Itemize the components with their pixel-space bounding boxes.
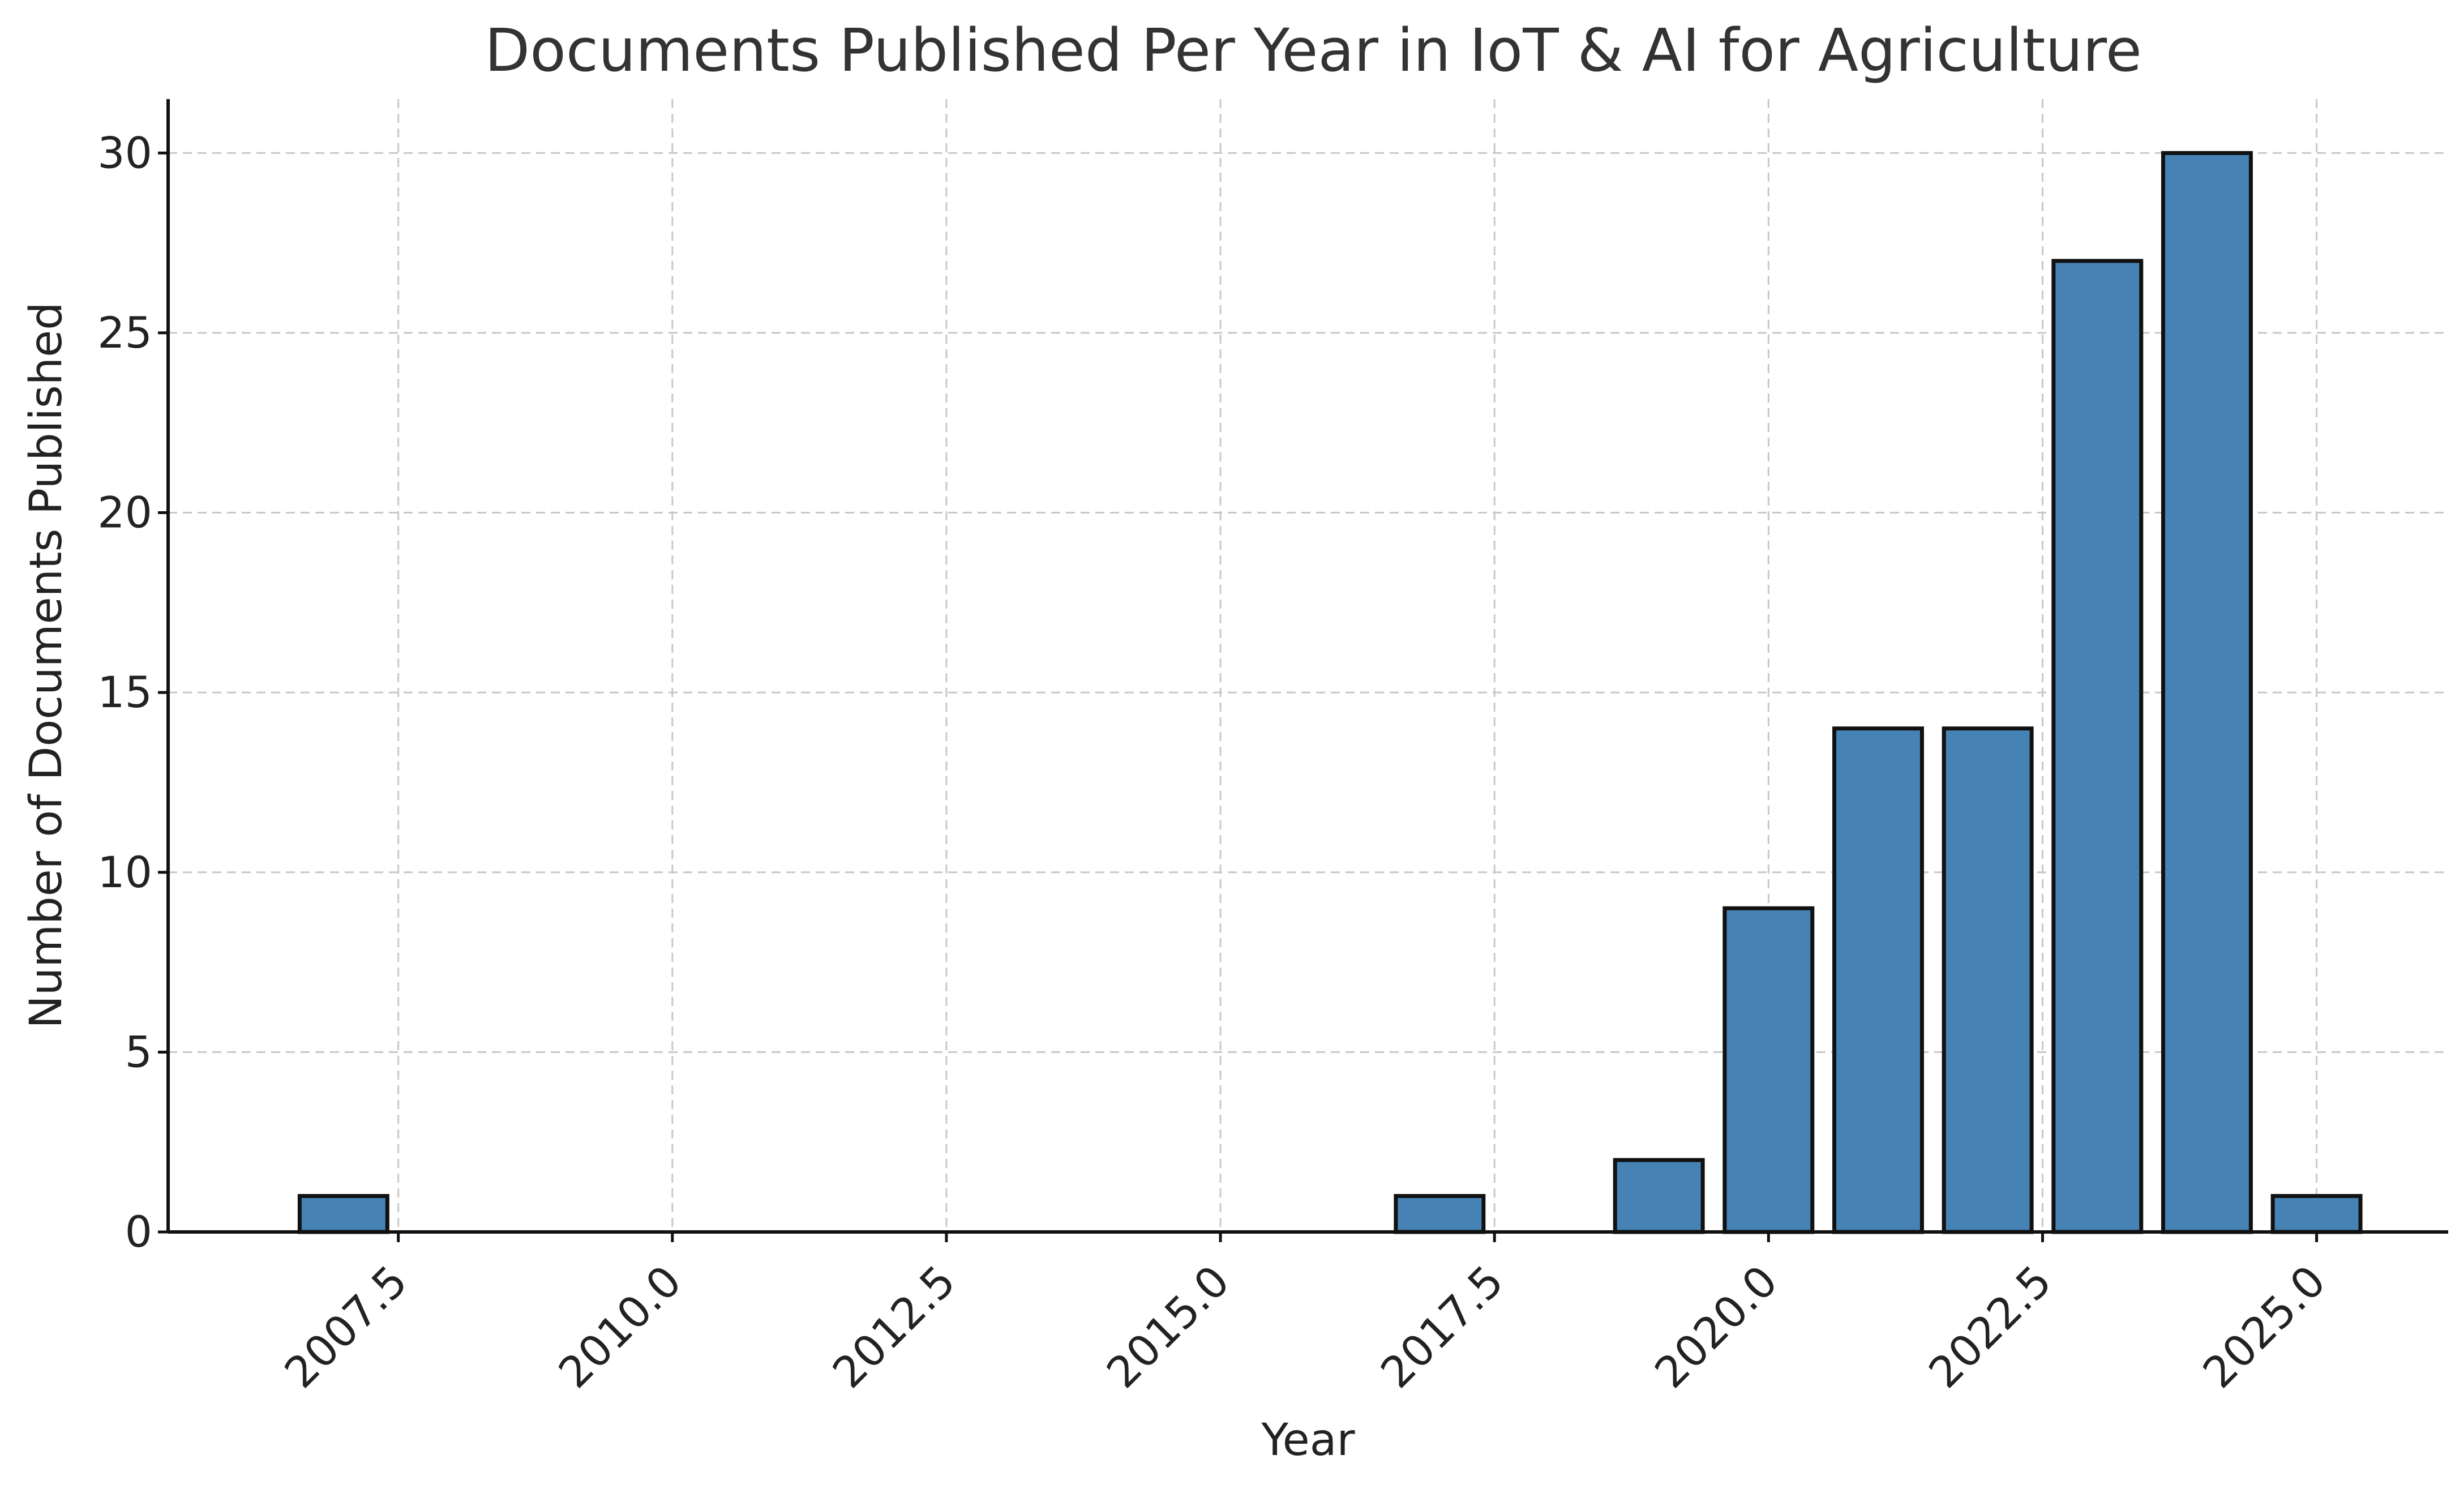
y-tick-label: 5 <box>125 1026 152 1077</box>
y-tick-label: 15 <box>97 667 152 717</box>
x-tick-label: 2015.0 <box>1097 1256 1239 1398</box>
y-axis-label: Number of Documents Published <box>21 302 72 1028</box>
y-tick-label: 20 <box>97 487 152 538</box>
bar <box>1394 1193 1486 1234</box>
bar <box>2161 151 2253 1234</box>
bars <box>297 151 2363 1234</box>
bar <box>1613 1158 1705 1234</box>
x-tick-label: 2025.0 <box>2193 1256 2335 1398</box>
chart-title: Documents Published Per Year in IoT & AI… <box>485 16 2142 85</box>
x-tick-label: 2012.5 <box>823 1256 965 1398</box>
y-tick-label: 0 <box>125 1206 152 1257</box>
y-tick-label: 10 <box>97 847 152 897</box>
x-tick-label: 2010.0 <box>549 1256 691 1398</box>
x-tick-label: 2022.5 <box>1919 1256 2061 1398</box>
y-tick-label: 30 <box>97 127 152 178</box>
bar <box>2270 1193 2363 1234</box>
bar <box>1722 906 1815 1234</box>
bar <box>1832 726 1924 1234</box>
bar <box>297 1193 389 1234</box>
x-tick-label: 2020.0 <box>1645 1256 1787 1398</box>
y-tick-label: 25 <box>97 307 152 358</box>
axes <box>158 99 2448 1242</box>
bar <box>2051 259 2144 1234</box>
x-tick-label: 2017.5 <box>1371 1256 1513 1398</box>
x-tick-label: 2007.5 <box>275 1256 417 1398</box>
bar <box>1942 726 2034 1234</box>
x-axis-label: Year <box>1261 1415 1355 1466</box>
